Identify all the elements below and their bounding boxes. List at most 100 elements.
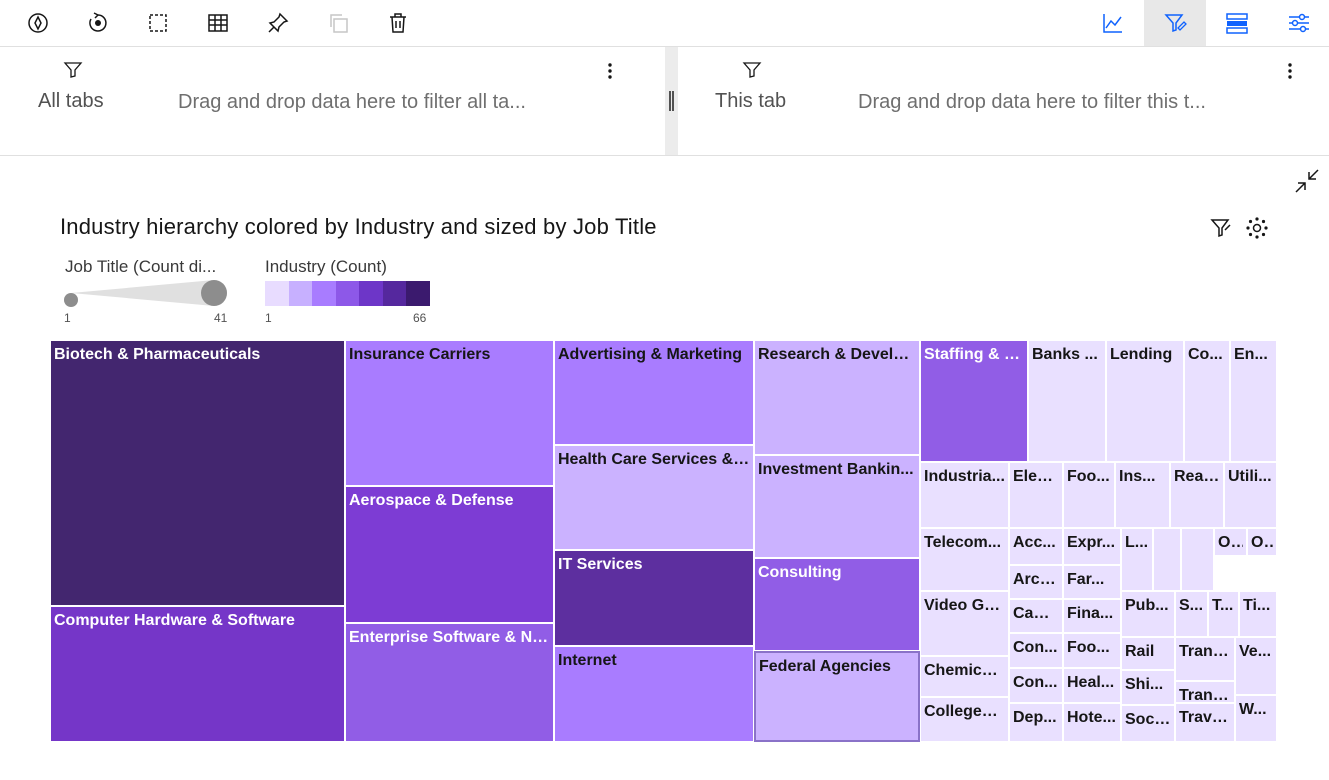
treemap-cell[interactable]: L... [1121, 528, 1153, 591]
treemap-cell[interactable]: Trave... [1175, 703, 1235, 742]
treemap-cell-label: Real... [1174, 468, 1220, 485]
table-button[interactable] [187, 0, 249, 46]
explore-button[interactable] [7, 0, 69, 46]
treemap-cell[interactable] [1181, 528, 1214, 591]
treemap-cell[interactable]: Colleges ... [920, 697, 1009, 742]
treemap-cell[interactable]: Chemical... [920, 656, 1009, 697]
treemap-cell[interactable]: Soci... [1121, 705, 1175, 742]
treemap-cell[interactable]: Trans... [1175, 681, 1235, 703]
treemap-cell[interactable]: Banks ... [1028, 340, 1106, 462]
treemap-cell[interactable]: Ins... [1115, 462, 1170, 528]
size-legend-wedge [64, 280, 227, 307]
treemap-cell[interactable]: En... [1230, 340, 1277, 462]
layout-button[interactable] [1206, 0, 1268, 46]
pin-button[interactable] [247, 0, 309, 46]
treemap-cell[interactable]: Arch... [1009, 565, 1063, 599]
treemap-cell-label: Colleges ... [924, 703, 1005, 720]
treemap-cell[interactable]: Shi... [1121, 670, 1175, 705]
treemap-cell[interactable]: Biotech & Pharmaceuticals [50, 340, 345, 606]
treemap-cell-label: Foo... [1067, 468, 1110, 485]
treemap-cell[interactable]: W... [1235, 695, 1277, 742]
treemap-cell-label: Consulting [758, 564, 842, 581]
treemap-cell[interactable]: Health Care Services & ... [554, 445, 754, 550]
treemap-cell[interactable]: Lending [1106, 340, 1184, 462]
treemap-cell[interactable]: Telecom... [920, 528, 1009, 591]
treemap-cell[interactable]: S... [1175, 591, 1208, 637]
treemap-cell-label: Investment Bankin... [758, 461, 914, 478]
treemap-cell-label: Banks ... [1032, 346, 1098, 363]
treemap-cell[interactable]: Research & Develo... [754, 340, 920, 455]
treemap-cell[interactable]: Aerospace & Defense [345, 486, 554, 623]
treemap-cell[interactable]: Video Ga... [920, 591, 1009, 656]
treemap-cell[interactable]: Investment Bankin... [754, 455, 920, 558]
treemap-cell[interactable]: O... [1247, 528, 1277, 556]
treemap-cell-label: Ve... [1239, 643, 1272, 660]
treemap-cell[interactable]: IT Services [554, 550, 754, 646]
treemap-cell[interactable]: Federal Agencies [754, 651, 920, 742]
treemap-cell[interactable]: Computer Hardware & Software [50, 606, 345, 742]
treemap-cell[interactable]: Insurance Carriers [345, 340, 554, 486]
chart-filter-icon[interactable] [1209, 216, 1233, 240]
treemap-cell[interactable]: Heal... [1063, 668, 1121, 703]
copy-button[interactable] [307, 0, 369, 46]
size-legend-max: 41 [214, 311, 228, 325]
treemap-cell[interactable]: Industria... [920, 462, 1009, 528]
filter-icon [63, 62, 83, 78]
size-legend-min: 1 [64, 311, 71, 325]
treemap-cell-label: Ins... [1119, 468, 1156, 485]
treemap-cell-label: Arch... [1013, 571, 1059, 588]
treemap-cell[interactable]: Internet [554, 646, 754, 742]
treemap-cell[interactable]: Ti... [1239, 591, 1277, 637]
filter-edit-button[interactable] [1144, 0, 1206, 46]
treemap-cell-label: Con... [1013, 639, 1058, 656]
all-tabs-dropzone[interactable]: Drag and drop data here to filter all ta… [178, 91, 526, 113]
chart-button[interactable] [1082, 0, 1144, 46]
overflow-menu-icon[interactable] [602, 61, 618, 81]
treemap-cell[interactable]: Utili... [1224, 462, 1277, 528]
treemap-cell-label: O... [1218, 534, 1243, 551]
color-legend-swatch [359, 281, 383, 306]
overflow-menu-icon[interactable] [1282, 61, 1298, 81]
treemap-cell[interactable]: Con... [1009, 633, 1063, 668]
drag-handle-icon[interactable] [669, 91, 674, 111]
treemap-cell[interactable]: Hote... [1063, 703, 1121, 742]
treemap-cell[interactable]: O... [1214, 528, 1247, 556]
delete-button[interactable] [367, 0, 429, 46]
treemap-cell[interactable]: Cabl... [1009, 599, 1063, 633]
treemap-cell[interactable]: Expr... [1063, 528, 1121, 565]
treemap-cell[interactable]: Consulting [754, 558, 920, 651]
treemap-cell[interactable]: Advertising & Marketing [554, 340, 754, 445]
treemap-cell[interactable]: Co... [1184, 340, 1230, 462]
settings-button[interactable] [1268, 0, 1329, 46]
treemap-cell-label: O... [1251, 534, 1273, 551]
treemap-cell-label: Expr... [1067, 534, 1116, 551]
select-button[interactable] [127, 0, 189, 46]
treemap-cell[interactable]: T... [1208, 591, 1239, 637]
treemap-cell[interactable]: Fina... [1063, 599, 1121, 633]
treemap-cell-label: Elec... [1013, 468, 1059, 485]
treemap-cell-label: T... [1212, 597, 1234, 614]
minimize-icon[interactable] [1294, 168, 1320, 194]
treemap-cell[interactable]: Far... [1063, 565, 1121, 599]
treemap-cell[interactable]: Staffing & O... [920, 340, 1028, 462]
color-legend-max: 66 [413, 311, 427, 325]
treemap-cell[interactable]: Acc... [1009, 528, 1063, 565]
treemap-cell[interactable]: Trans... [1175, 637, 1235, 681]
treemap-cell[interactable] [1153, 528, 1181, 591]
treemap-cell[interactable]: Foo... [1063, 633, 1121, 668]
treemap-cell[interactable]: Elec... [1009, 462, 1063, 528]
treemap-cell[interactable]: Rail [1121, 637, 1175, 670]
treemap-cell-label: Utili... [1228, 468, 1272, 485]
treemap-cell[interactable]: Real... [1170, 462, 1224, 528]
treemap-cell[interactable]: Con... [1009, 668, 1063, 703]
treemap-cell[interactable]: Foo... [1063, 462, 1115, 528]
treemap-cell[interactable]: Dep... [1009, 703, 1063, 742]
treemap-cell[interactable]: Pub... [1121, 591, 1175, 637]
reset-button[interactable] [67, 0, 129, 46]
explore-icon [28, 13, 48, 33]
pane-divider[interactable] [665, 47, 678, 155]
this-tab-dropzone[interactable]: Drag and drop data here to filter this t… [858, 91, 1206, 113]
treemap-cell[interactable]: Enterprise Software & Ne... [345, 623, 554, 742]
treemap-cell[interactable]: Ve... [1235, 637, 1277, 695]
chart-settings-icon[interactable] [1245, 216, 1269, 240]
